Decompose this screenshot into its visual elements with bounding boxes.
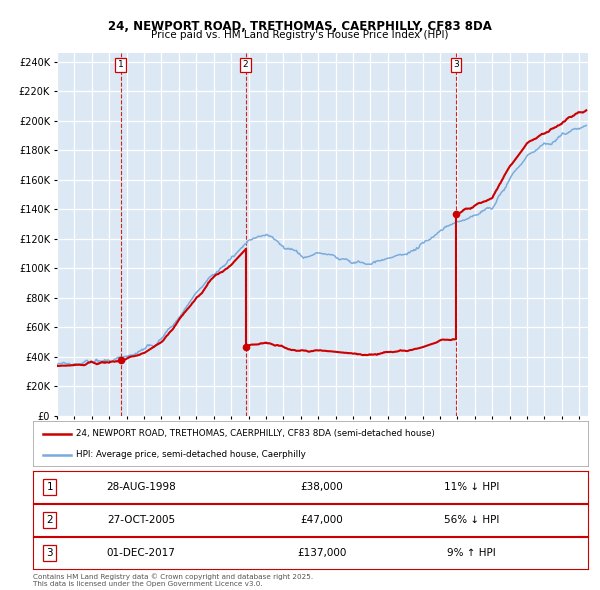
Text: 56% ↓ HPI: 56% ↓ HPI: [444, 515, 499, 525]
Text: 28-AUG-1998: 28-AUG-1998: [106, 482, 176, 491]
Text: 3: 3: [453, 60, 459, 70]
Text: Contains HM Land Registry data © Crown copyright and database right 2025.
This d: Contains HM Land Registry data © Crown c…: [33, 573, 313, 587]
Text: 27-OCT-2005: 27-OCT-2005: [107, 515, 175, 525]
Text: 24, NEWPORT ROAD, TRETHOMAS, CAERPHILLY, CF83 8DA (semi-detached house): 24, NEWPORT ROAD, TRETHOMAS, CAERPHILLY,…: [76, 430, 435, 438]
Text: 2: 2: [243, 60, 248, 70]
Text: 9% ↑ HPI: 9% ↑ HPI: [447, 548, 496, 558]
Text: 24, NEWPORT ROAD, TRETHOMAS, CAERPHILLY, CF83 8DA: 24, NEWPORT ROAD, TRETHOMAS, CAERPHILLY,…: [108, 20, 492, 33]
Text: Price paid vs. HM Land Registry's House Price Index (HPI): Price paid vs. HM Land Registry's House …: [151, 30, 449, 40]
Text: 01-DEC-2017: 01-DEC-2017: [107, 548, 176, 558]
Text: 2: 2: [46, 515, 53, 525]
Text: £38,000: £38,000: [300, 482, 343, 491]
Text: 1: 1: [46, 482, 53, 491]
Text: HPI: Average price, semi-detached house, Caerphilly: HPI: Average price, semi-detached house,…: [76, 450, 306, 460]
Text: £137,000: £137,000: [297, 548, 346, 558]
Text: £47,000: £47,000: [300, 515, 343, 525]
Text: 1: 1: [118, 60, 124, 70]
Text: 11% ↓ HPI: 11% ↓ HPI: [444, 482, 499, 491]
Text: 3: 3: [46, 548, 53, 558]
